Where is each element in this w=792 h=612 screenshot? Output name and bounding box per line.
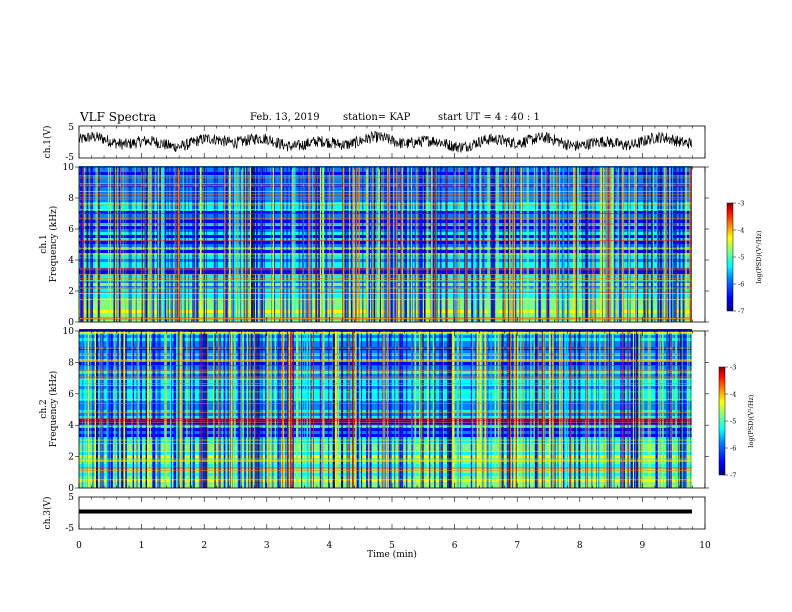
spec-ytick-label: 10 xyxy=(63,327,75,337)
x-tick-label: 10 xyxy=(699,541,711,551)
colorbar-tick-label: -5 xyxy=(738,254,744,262)
station-label: station= KAP xyxy=(343,112,411,123)
x-axis-label: Time (min) xyxy=(367,549,417,560)
ch1-colorbar-label: log(PSD)(V²/Hz) xyxy=(755,230,763,283)
ch2-spec-yticks: 0 2 4 6 8 10 xyxy=(63,327,709,494)
colorbar-tick-label: -4 xyxy=(730,391,736,399)
ch1-ylabel: ch.1(V) xyxy=(42,126,53,159)
x-tick-labels: 0 1 2 3 4 5 6 7 8 9 10 xyxy=(76,541,711,551)
ch2-ylabel-frequency: Frequency (kHz) xyxy=(48,371,59,448)
ch1-spec-yticks: 0 2 4 6 8 10 xyxy=(63,163,709,328)
ch2-spectrogram-image xyxy=(79,329,705,488)
ch1-ylabel-frequency: Frequency (kHz) xyxy=(48,206,59,283)
chart-title: VLF Spectra xyxy=(80,110,157,124)
ch3-ylabel: ch.3(V) xyxy=(42,497,53,530)
spec-ytick-label: 6 xyxy=(68,225,74,235)
ch1-waveform-panel: 5 -5 ch.1(V) xyxy=(42,123,706,163)
ch2-colorbar-ticks: -3 -4 -5 -6 -7 xyxy=(725,364,736,480)
axis-ticks xyxy=(78,126,706,529)
colorbar-tick-label: -3 xyxy=(730,364,736,372)
colorbar-tick-label: -7 xyxy=(730,472,736,480)
x-tick-label: 9 xyxy=(640,541,646,551)
spec-ytick-label: 6 xyxy=(68,390,74,400)
colorbar-tick-label: -5 xyxy=(730,418,736,426)
colorbar-tick-label: -6 xyxy=(730,445,736,453)
ch2-ylabel-channel: ch.2 xyxy=(39,399,49,418)
x-tick-label: 0 xyxy=(76,541,82,551)
ch1-ytick-5: 5 xyxy=(68,123,74,133)
ch2-colorbar-label: log(PSD)(V²/Hz) xyxy=(747,394,755,447)
spec-ytick-label: 0 xyxy=(68,484,74,494)
ch1-ylabel-channel: ch.1 xyxy=(39,234,49,253)
x-tick-label: 5 xyxy=(389,541,395,551)
spec-ytick-label: 0 xyxy=(68,318,74,328)
ch1-spectrogram-image xyxy=(79,166,705,323)
ch3-waveform-line xyxy=(79,509,692,514)
x-tick-label: 7 xyxy=(514,541,520,551)
spec-ytick-label: 4 xyxy=(68,256,74,266)
x-tick-label: 1 xyxy=(139,541,145,551)
ch1-waveform-line xyxy=(78,130,693,154)
spec-ytick-label: 2 xyxy=(68,287,74,297)
x-tick-label: 6 xyxy=(452,541,458,551)
colorbar-tick-label: -6 xyxy=(738,281,744,289)
spec-ytick-label: 4 xyxy=(68,421,74,431)
colorbar-tick-label: -3 xyxy=(738,200,744,208)
x-tick-label: 2 xyxy=(201,541,207,551)
colorbar-tick-label: -4 xyxy=(738,227,744,235)
ch2-spectrogram-panel: ch.2 Frequency (kHz) 0 2 4 6 8 10 xyxy=(39,327,709,494)
ch1-colorbar: -3 -4 -5 -6 -7 log(PSD)(V²/Hz) xyxy=(726,200,763,316)
colorbar-tick-label: -7 xyxy=(738,308,744,316)
ch3-ytick-neg5: -5 xyxy=(65,524,74,534)
spec-ytick-label: 10 xyxy=(63,163,75,173)
spec-ytick-label: 8 xyxy=(68,358,74,368)
start-time-label: start UT = 4 : 40 : 1 xyxy=(438,112,540,123)
ch3-ytick-5: 5 xyxy=(68,493,74,503)
x-tick-label: 4 xyxy=(327,541,333,551)
ch3-waveform-panel: 5 -5 ch.3(V) xyxy=(42,493,706,534)
spec-ytick-label: 2 xyxy=(68,453,74,463)
ch1-ytick-neg5: -5 xyxy=(65,153,74,163)
spec-ytick-label: 8 xyxy=(68,194,74,204)
date-label: Feb. 13, 2019 xyxy=(250,112,320,123)
x-tick-label: 8 xyxy=(577,541,583,551)
ch1-spectrogram-panel: ch.1 Frequency (kHz) 0 2 4 6 8 10 xyxy=(39,163,709,328)
ch1-colorbar-ticks: -3 -4 -5 -6 -7 xyxy=(733,200,744,316)
x-tick-label: 3 xyxy=(264,541,270,551)
ch2-colorbar: -3 -4 -5 -6 -7 log(PSD)(V²/Hz) xyxy=(718,364,755,480)
